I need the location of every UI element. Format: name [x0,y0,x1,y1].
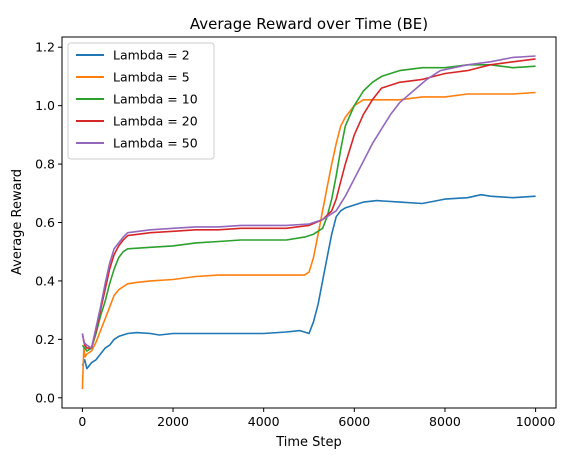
y-axis-title: Average Reward [10,169,25,275]
y-tick-label: 0.2 [35,332,55,347]
y-tick-label: 0.8 [35,157,55,172]
series-line-4 [81,58,536,349]
series-line-3 [81,64,536,352]
x-tick-label: 4000 [248,414,280,429]
legend-label: Lambda = 50 [113,136,198,151]
x-tick-label: 10000 [516,414,556,429]
chart-title: Average Reward over Time (BE) [190,15,428,33]
legend-label: Lambda = 2 [113,48,190,63]
x-axis-ticks: 0 2000 4000 6000 8000 10000 [78,408,556,429]
legend-label: Lambda = 5 [113,70,190,85]
x-tick-label: 0 [78,414,86,429]
x-tick-label: 8000 [429,414,461,429]
legend-box [67,42,215,160]
legend: Lambda = 2 Lambda = 5 Lambda = 10 Lambda = … [67,42,215,160]
x-tick-label: 6000 [338,414,370,429]
x-axis-title: Time Step [275,435,342,450]
y-tick-label: 1.0 [35,98,55,113]
y-axis-ticks: 0.0 0.2 0.4 0.6 0.8 1.0 1.2 [35,40,62,405]
series-line-1 [81,193,536,370]
legend-label: Lambda = 20 [113,114,198,129]
legend-label: Lambda = 10 [113,92,198,107]
y-tick-label: 0.4 [35,273,55,288]
y-tick-label: 1.2 [35,40,55,55]
y-tick-label: 0.0 [35,390,55,405]
y-tick-label: 0.6 [35,215,55,230]
series-layer [81,55,536,390]
x-tick-label: 2000 [157,414,189,429]
series-line-5 [81,55,536,349]
series-line-2 [81,91,536,390]
